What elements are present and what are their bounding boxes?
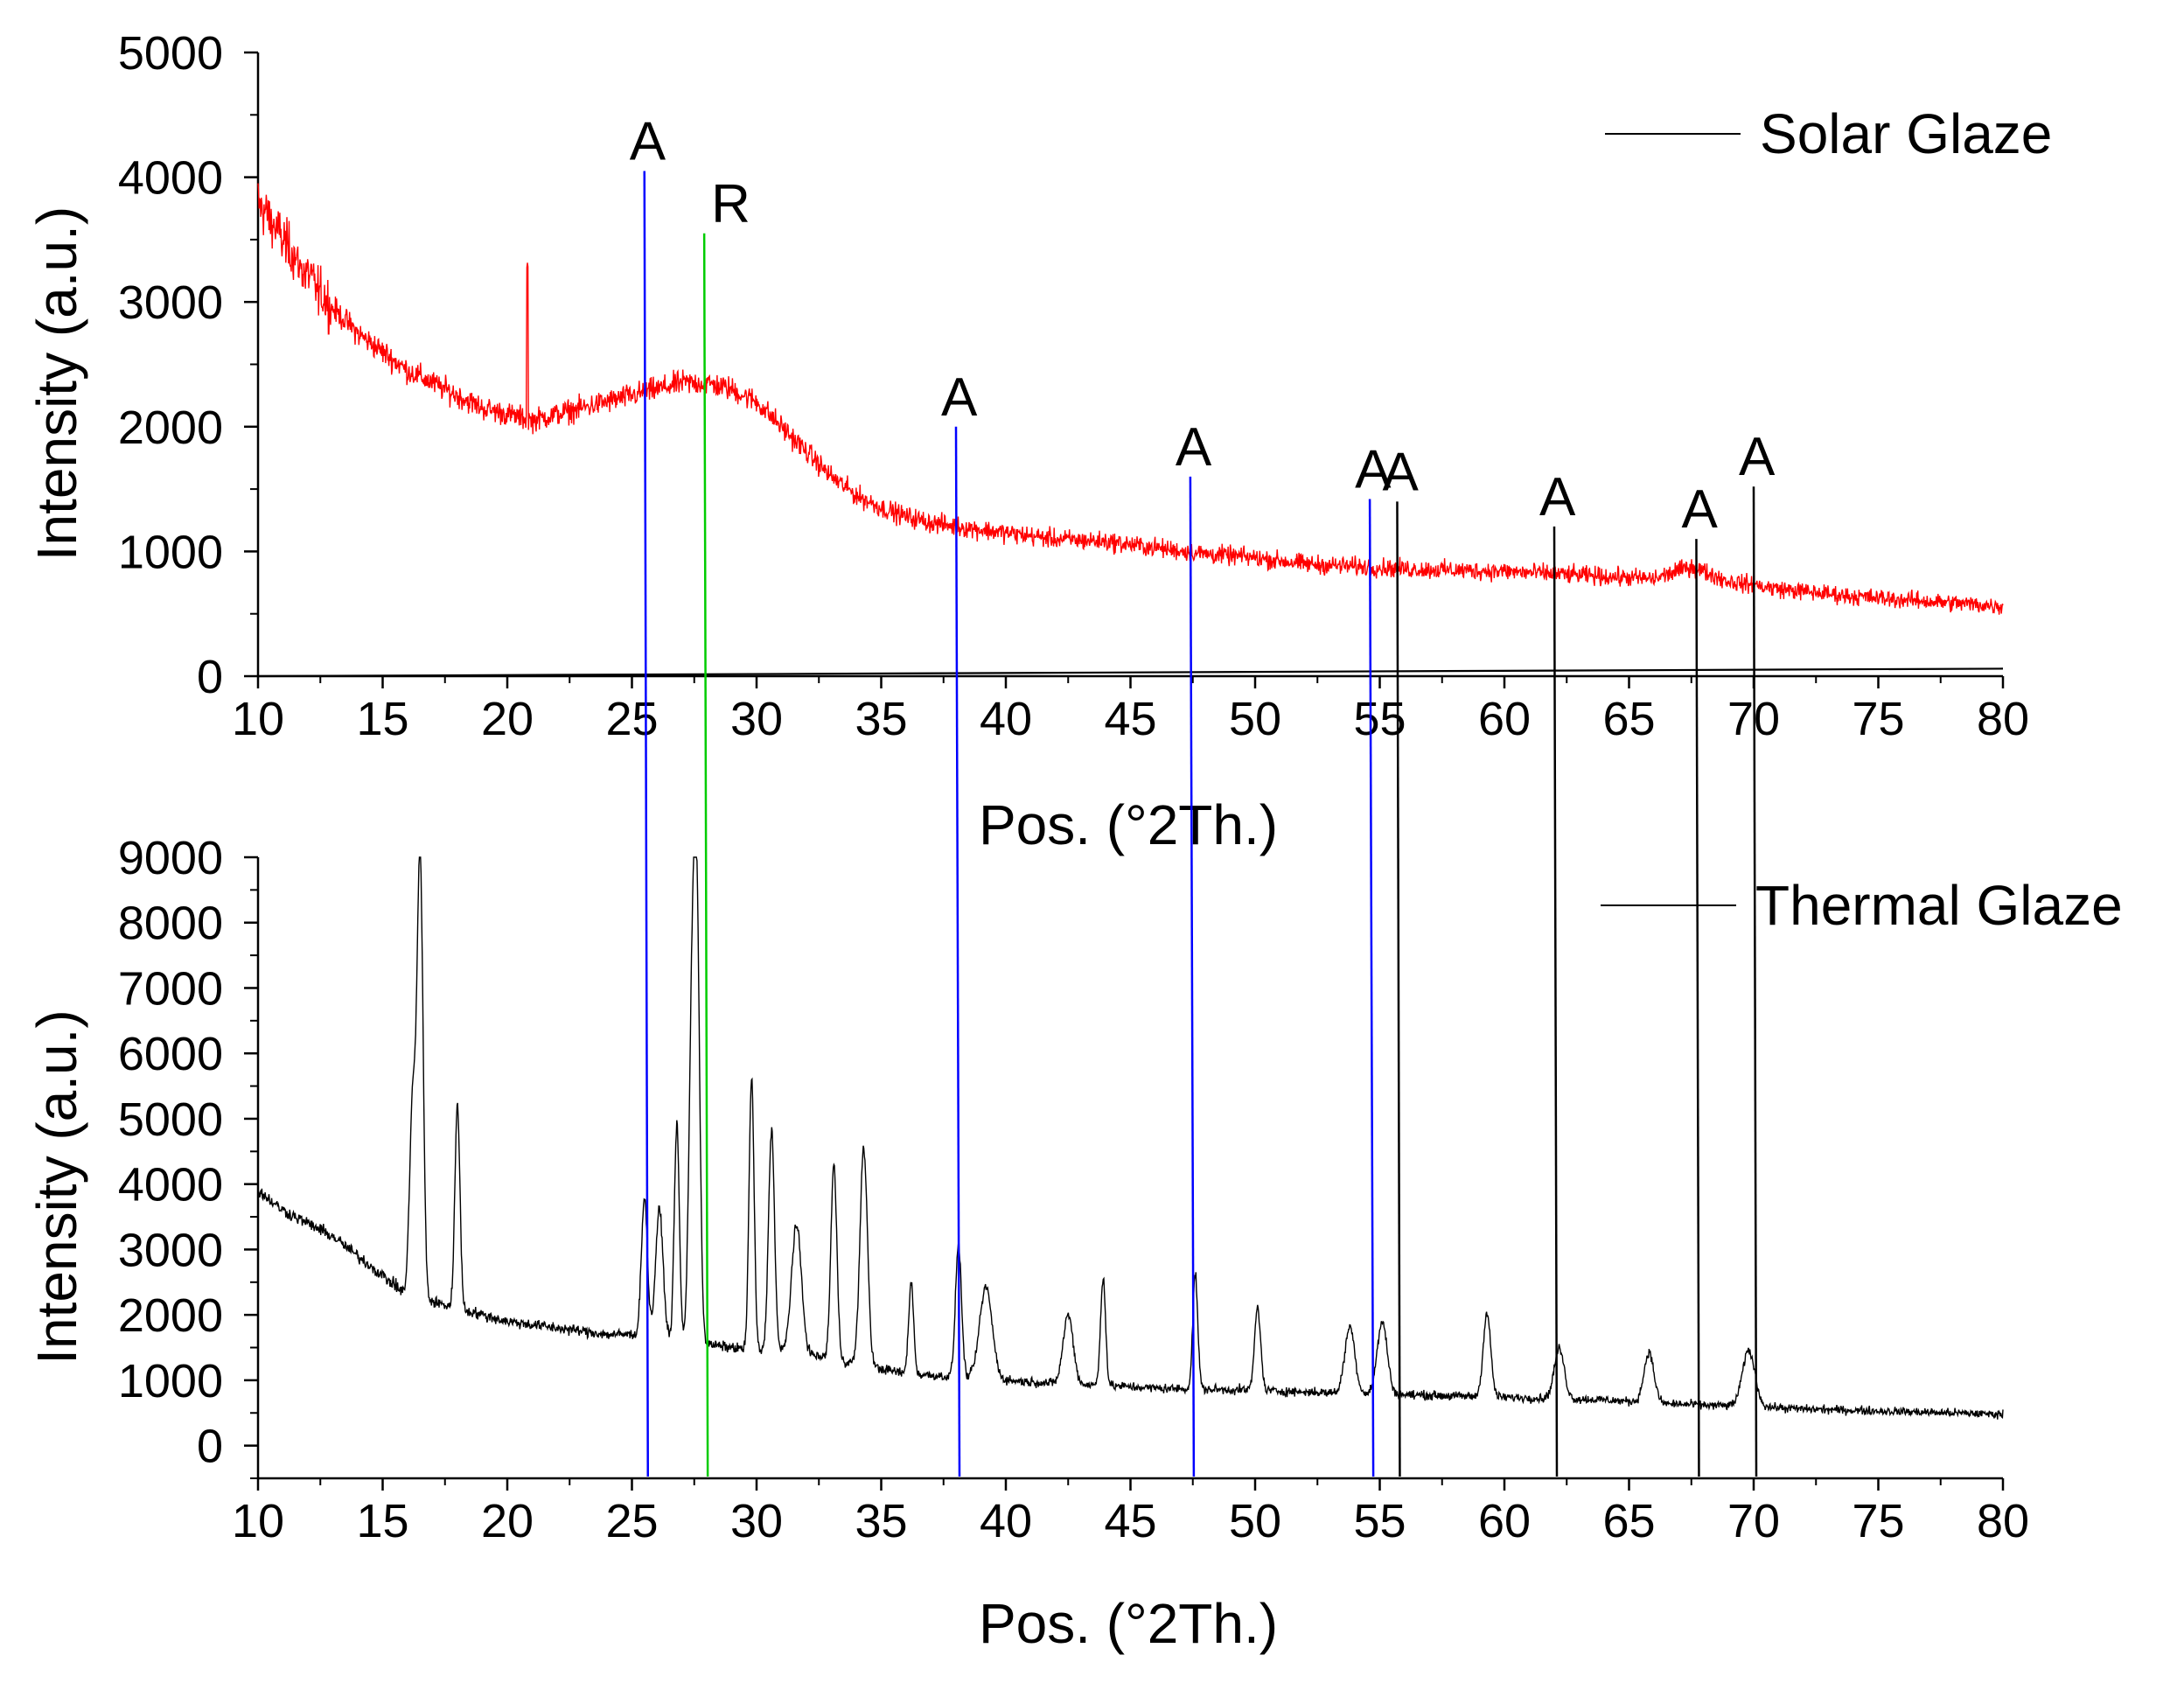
reference-label-A: A (941, 367, 978, 428)
y-tick-label: 1000 (118, 526, 223, 578)
reference-line (1752, 486, 1758, 1477)
y-tick-label: 0 (197, 651, 223, 703)
series-line-thermal-glaze (257, 856, 2004, 1420)
x-tick-label: 10 (232, 693, 284, 745)
reference-label-A: A (1739, 427, 1776, 487)
reference-label-A: A (1539, 467, 1576, 527)
x-tick-label: 25 (605, 1495, 658, 1547)
x-tick-label: 55 (1353, 1495, 1406, 1547)
x-tick-label: 50 (1229, 693, 1281, 745)
y-tick-label: 2000 (118, 402, 223, 454)
legend-label: Solar Glaze (1760, 102, 2052, 165)
y-tick-label: 1000 (118, 1355, 223, 1407)
series-line-solar-glaze (257, 183, 2004, 615)
y-tick-label: 4000 (118, 152, 223, 205)
y-axis-title: Intensity (a.u.) (25, 1009, 88, 1365)
y-tick-label: 7000 (118, 962, 223, 1015)
reference-line (1553, 526, 1559, 1477)
reference-line (643, 171, 649, 1477)
x-axis-title: Pos. (°2Th.) (979, 793, 1278, 856)
x-tick-label: 35 (855, 1495, 907, 1547)
y-tick-label: 2000 (118, 1289, 223, 1342)
reference-line (1189, 476, 1196, 1477)
x-tick-label: 25 (605, 693, 658, 745)
y-tick-label: 5000 (118, 27, 223, 80)
legend-label: Thermal Glaze (1755, 874, 2123, 937)
y-tick-label: 8000 (118, 897, 223, 950)
x-tick-label: 30 (730, 1495, 783, 1547)
x-tick-label: 60 (1478, 1495, 1531, 1547)
series-line-baseline (257, 667, 2004, 678)
reference-label-A: A (1176, 417, 1212, 478)
reference-line (1368, 499, 1375, 1477)
y-tick-label: 3000 (118, 1224, 223, 1276)
x-tick-label: 70 (1727, 1495, 1780, 1547)
x-tick-label: 40 (980, 693, 1032, 745)
reference-label-A: A (1681, 479, 1718, 540)
x-axis-title: Pos. (°2Th.) (979, 1592, 1278, 1655)
x-tick-label: 80 (1977, 693, 2029, 745)
x-tick-label: 65 (1602, 1495, 1655, 1547)
y-tick-label: 5000 (118, 1093, 223, 1146)
x-tick-label: 65 (1602, 693, 1655, 745)
x-tick-label: 20 (481, 693, 534, 745)
x-tick-label: 45 (1104, 693, 1156, 745)
x-tick-label: 45 (1104, 1495, 1156, 1547)
reference-line (1695, 539, 1700, 1477)
y-tick-label: 3000 (118, 276, 223, 329)
reference-line (1396, 501, 1401, 1477)
x-tick-label: 80 (1977, 1495, 2029, 1547)
x-tick-label: 15 (356, 693, 408, 745)
x-tick-label: 50 (1229, 1495, 1281, 1547)
reference-label-A: A (1355, 440, 1392, 500)
y-tick-label: 0 (197, 1421, 223, 1473)
reference-label-R: R (711, 174, 750, 234)
x-tick-label: 60 (1478, 693, 1531, 745)
y-axis-title: Intensity (a.u.) (25, 206, 88, 562)
x-tick-label: 35 (855, 693, 907, 745)
y-tick-label: 4000 (118, 1159, 223, 1212)
x-tick-label: 75 (1852, 693, 1904, 745)
reference-line (702, 233, 709, 1477)
reference-label-A: A (630, 111, 666, 171)
x-tick-label: 10 (232, 1495, 284, 1547)
x-tick-label: 40 (980, 1495, 1032, 1547)
reference-label-A: A (1382, 442, 1419, 502)
reference-line (954, 426, 961, 1477)
x-tick-label: 20 (481, 1495, 534, 1547)
x-tick-label: 75 (1852, 1495, 1904, 1547)
x-tick-label: 30 (730, 693, 783, 745)
thermal-glaze-chart: 10 15 20 25 30 35 40 45 50 55 60 65 70 75 80 0 1000 2000 3… (25, 832, 2123, 1655)
solar-glaze-chart: 10 15 20 25 30 35 40 45 50 55 60 65 70 75 800100020003… (25, 27, 2052, 856)
y-tick-label: 9000 (118, 832, 223, 884)
x-tick-label: 15 (356, 1495, 408, 1547)
y-tick-label: 6000 (118, 1028, 223, 1080)
